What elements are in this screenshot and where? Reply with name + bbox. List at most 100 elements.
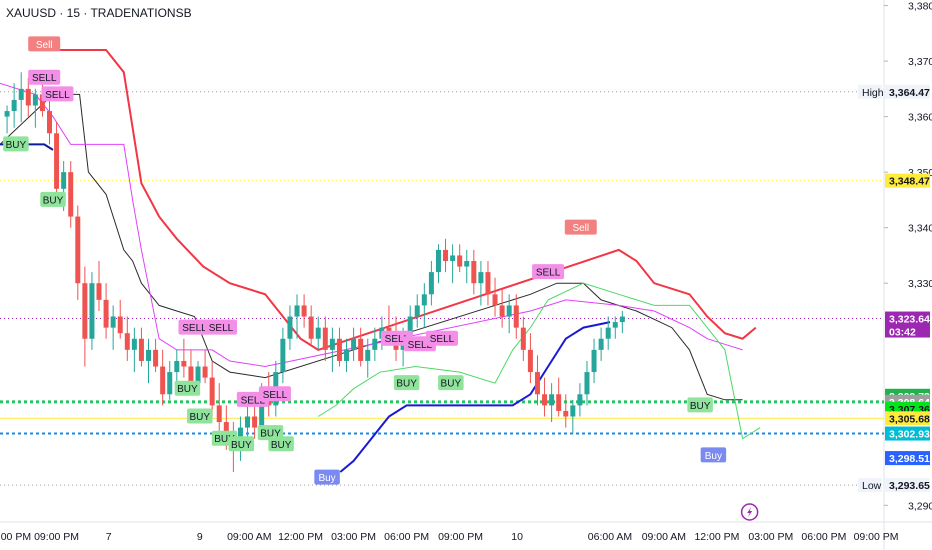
marker-label-5: SELL <box>182 323 207 334</box>
marker-sell-2 <box>41 86 74 102</box>
marker-label-11: BUY <box>214 434 235 445</box>
candle-body-6 <box>47 111 53 134</box>
indicator-line-pink <box>0 82 743 368</box>
candle-body-13 <box>96 283 102 300</box>
marker-sell-0 <box>28 36 61 52</box>
candle-body-65 <box>464 261 470 267</box>
candle-body-59 <box>421 294 427 306</box>
lightning-icon <box>747 507 753 517</box>
price-tag-value: 3,298.51 <box>889 453 930 465</box>
marker-buy-24 <box>700 447 727 463</box>
marker-label-24: Buy <box>705 451 722 462</box>
candle-body-19 <box>138 338 144 361</box>
marker-sell-1 <box>28 69 61 85</box>
candle-body-29 <box>209 377 215 406</box>
y-tick-label: 3,370.00 <box>908 56 932 68</box>
marker-sell-22 <box>564 219 597 235</box>
marker-label-7: BUY <box>177 384 198 395</box>
marker-label-19: BUY <box>396 379 417 390</box>
candle-body-12 <box>89 283 95 339</box>
marker-label-14: BUY <box>271 440 292 451</box>
x-tick-label: 12:00 PM <box>694 531 739 543</box>
candle-body-0 <box>4 111 10 117</box>
candle-body-17 <box>124 333 130 350</box>
marker-label-20: BUY <box>441 379 462 390</box>
marker-buy-20 <box>438 375 464 391</box>
candle-body-84 <box>598 338 604 350</box>
candle-body-49 <box>351 338 357 350</box>
price-tag-0 <box>885 84 930 99</box>
candle-body-81 <box>577 394 583 406</box>
candle-body-30 <box>216 405 222 423</box>
marker-label-2: SELL <box>45 90 70 101</box>
price-tag-name: Low <box>862 480 882 492</box>
candle-body-4 <box>32 94 38 106</box>
candle-body-14 <box>103 299 109 328</box>
marker-label-13: BUY <box>260 429 281 440</box>
price-tag-name-bg-0 <box>858 84 882 99</box>
marker-label-12: BUY <box>231 440 252 451</box>
candle-body-75 <box>534 372 540 395</box>
marker-buy-8 <box>187 408 213 424</box>
candle-body-68 <box>485 272 491 295</box>
price-tag-value: 3,305.68 <box>889 413 930 425</box>
marker-label-4: BUY <box>43 195 64 206</box>
price-scale <box>884 0 932 550</box>
marker-label-8: BUY <box>190 412 211 423</box>
marker-label-1: SELL <box>32 73 57 84</box>
marker-buy-7 <box>174 380 201 396</box>
candle-body-2 <box>18 88 24 100</box>
candle-body-26 <box>188 366 194 384</box>
x-tick-label: 09:00 PM <box>438 531 483 543</box>
marker-sell-10 <box>258 386 291 402</box>
candle-body-79 <box>563 410 569 417</box>
candle-body-66 <box>471 261 477 284</box>
x-tick-label: 10 <box>511 531 523 543</box>
candle-body-58 <box>414 305 420 317</box>
candle-body-39 <box>280 338 286 373</box>
marker-sell-18 <box>426 330 458 346</box>
price-tag-value: 3,293.65 <box>889 480 930 492</box>
marker-label-18: SELL <box>430 334 455 345</box>
candle-body-47 <box>336 338 342 361</box>
plot-area <box>0 0 884 522</box>
price-tag-2 <box>885 311 930 338</box>
candle-body-64 <box>457 255 463 267</box>
candle-body-5 <box>39 94 45 112</box>
candle-body-87 <box>619 316 625 323</box>
candle-body-69 <box>492 294 498 306</box>
candle-body-82 <box>584 372 590 395</box>
price-tag-8 <box>885 451 930 466</box>
x-tick-label: 03:00 PM <box>748 531 793 543</box>
marker-label-22: Sell <box>572 223 589 234</box>
x-tick-label: 00 PM <box>1 531 31 543</box>
marker-label-3: BUY <box>6 140 27 151</box>
marker-buy-15 <box>314 469 340 485</box>
candle-body-57 <box>407 316 413 339</box>
price-tag-value: 3,323.64 <box>889 314 930 326</box>
candle-body-45 <box>322 327 328 350</box>
candle-body-83 <box>591 349 597 373</box>
x-tick-label: 06:00 PM <box>384 531 429 543</box>
candle-body-77 <box>549 394 555 406</box>
candle-body-7 <box>54 133 60 189</box>
candle-body-43 <box>308 316 314 339</box>
candle-body-67 <box>478 272 484 284</box>
candle-body-15 <box>110 316 116 328</box>
candle-body-80 <box>570 405 576 417</box>
y-tick-label: 3,290.00 <box>908 500 932 512</box>
candle-body-50 <box>358 338 364 361</box>
candle-body-60 <box>428 272 434 295</box>
candle-body-9 <box>68 172 74 217</box>
indicator-line-green <box>317 282 761 440</box>
candle-body-8 <box>61 172 67 189</box>
y-tick-label: 3,360.00 <box>908 112 932 124</box>
y-tick-label: 3,380.00 <box>908 1 932 13</box>
marker-buy-4 <box>40 191 66 207</box>
candle-body-11 <box>82 283 88 339</box>
x-tick-label: 03:00 PM <box>331 531 376 543</box>
marker-label-21: SELL <box>536 268 561 279</box>
candle-body-34 <box>245 416 251 428</box>
chart-title: XAUUSD · 15 · TRADENATIONSB <box>6 6 192 20</box>
